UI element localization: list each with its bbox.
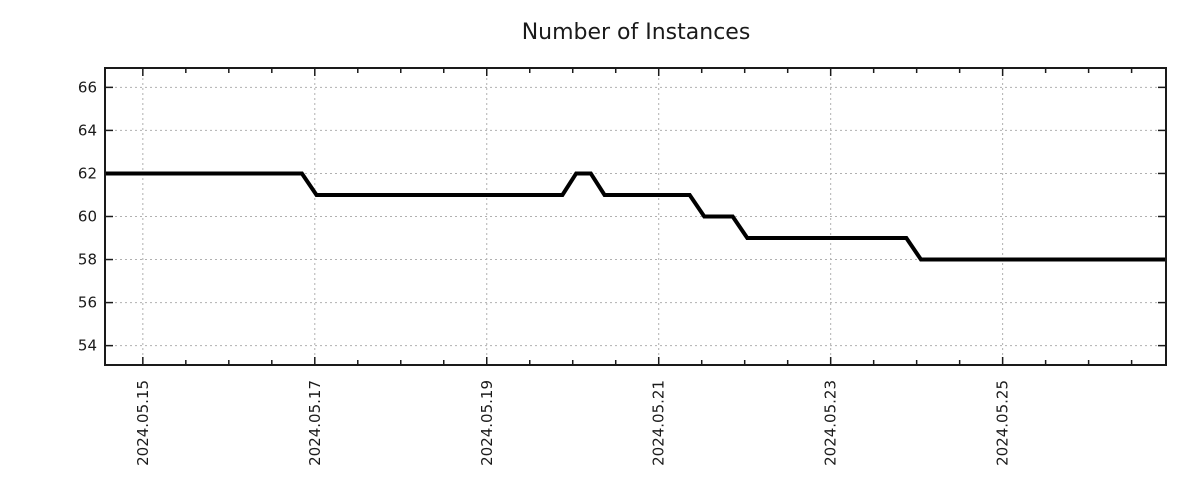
y-tick-label: 64 <box>78 121 97 139</box>
x-tick-label: 2024.05.25 <box>994 380 1012 466</box>
y-tick-label: 62 <box>78 164 97 182</box>
y-tick-label: 54 <box>78 337 97 355</box>
y-tick-label: 56 <box>78 294 97 312</box>
x-tick-label: 2024.05.23 <box>822 380 840 466</box>
x-tick-label: 2024.05.15 <box>134 380 152 466</box>
x-tick-label: 2024.05.21 <box>650 380 668 466</box>
y-tick-label: 66 <box>78 78 97 96</box>
series-line <box>105 171 1166 262</box>
y-tick-label: 58 <box>78 251 97 269</box>
y-tick-label: 60 <box>78 208 97 226</box>
plot-border <box>104 67 1167 366</box>
x-tick-label: 2024.05.17 <box>306 380 324 466</box>
chart-title: Number of Instances <box>522 20 751 45</box>
x-tick-label: 2024.05.19 <box>478 380 496 466</box>
plot-layers: 54 56 58 60 62 64 66 2024.05.15 2024.05.17 2024.0… <box>78 67 1167 466</box>
